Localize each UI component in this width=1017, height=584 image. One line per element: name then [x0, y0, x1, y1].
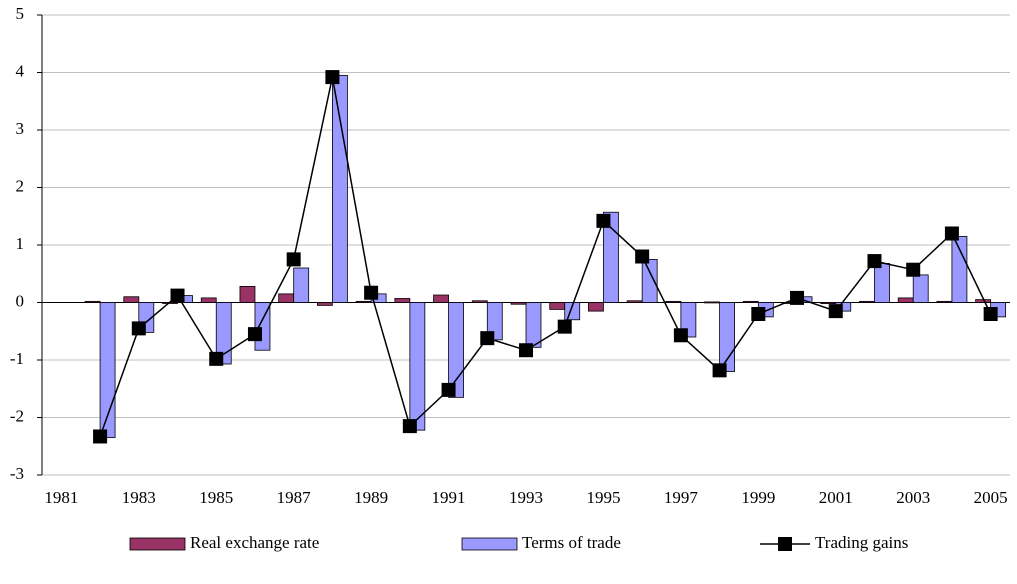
- bar: [742, 300, 759, 303]
- bar: [239, 285, 256, 303]
- bar: [200, 297, 217, 303]
- x-tick-label: 1997: [664, 488, 699, 507]
- bar: [84, 300, 101, 303]
- x-tick-label: 1991: [432, 488, 466, 507]
- marker: [983, 307, 998, 321]
- y-tick-label: 2: [16, 176, 25, 195]
- y-tick-label: -3: [10, 464, 24, 483]
- marker: [828, 304, 843, 319]
- bar: [331, 74, 348, 303]
- bar: [525, 302, 542, 348]
- y-tick-label: -2: [10, 406, 24, 425]
- marker: [673, 328, 688, 343]
- marker: [441, 382, 456, 397]
- marker: [247, 327, 262, 342]
- marker: [480, 331, 495, 346]
- bar: [588, 302, 604, 312]
- bar: [897, 297, 914, 303]
- marker: [751, 307, 766, 321]
- bar: [394, 298, 411, 303]
- marker: [209, 351, 224, 366]
- y-tick-label: -1: [10, 349, 24, 368]
- x-tick-label: 1993: [509, 488, 543, 507]
- bar: [215, 302, 232, 365]
- bar: [409, 302, 426, 431]
- x-tick-label: 1981: [44, 488, 78, 507]
- marker: [867, 254, 882, 269]
- marker: [325, 70, 340, 85]
- bar: [859, 300, 875, 303]
- marker: [170, 288, 185, 303]
- marker: [131, 321, 146, 336]
- bar: [471, 300, 488, 303]
- x-tick-label: 2005: [974, 488, 1008, 507]
- bar: [719, 302, 735, 372]
- marker: [519, 343, 533, 358]
- bar: [510, 302, 527, 305]
- y-tick-label: 3: [16, 119, 25, 138]
- legend-swatch: [129, 537, 186, 551]
- x-tick-label: 2001: [819, 488, 853, 507]
- bar: [912, 274, 929, 303]
- marker: [286, 252, 301, 267]
- legend-label: Trading gains: [815, 533, 908, 552]
- bar: [641, 258, 658, 303]
- x-tick-label: 1987: [277, 488, 312, 507]
- line: [99, 76, 992, 437]
- marker: [364, 285, 379, 300]
- bar: [278, 293, 295, 303]
- bar: [820, 302, 837, 305]
- bar: [874, 262, 890, 303]
- bar: [603, 211, 619, 303]
- marker: [402, 419, 417, 434]
- y-tick-label: 0: [16, 291, 25, 310]
- bar: [293, 267, 310, 303]
- marker: [557, 319, 572, 334]
- bar: [951, 235, 968, 303]
- y-tick-label: 4: [16, 61, 25, 80]
- y-tick-label: 5: [16, 4, 25, 23]
- marker: [635, 249, 650, 264]
- bar: [123, 296, 140, 303]
- bar: [355, 300, 372, 303]
- bar: [316, 302, 333, 306]
- bar: [704, 301, 720, 304]
- legend-swatch: [461, 537, 518, 551]
- bar: [626, 300, 643, 303]
- bar: [936, 300, 953, 303]
- bar: [665, 300, 682, 303]
- y-tick-label: 1: [16, 234, 25, 253]
- x-tick-label: 1995: [586, 488, 620, 507]
- x-tick-label: 2003: [896, 488, 930, 507]
- legend-label: Terms of trade: [522, 533, 621, 552]
- marker: [906, 262, 921, 277]
- marker: [944, 226, 959, 241]
- marker: [712, 363, 727, 378]
- legend-marker: [778, 537, 792, 551]
- bar: [433, 294, 449, 303]
- bar: [549, 302, 566, 310]
- marker: [93, 429, 108, 444]
- legend-label: Real exchange rate: [190, 533, 319, 552]
- marker: [790, 290, 805, 305]
- x-tick-label: 1985: [199, 488, 233, 507]
- marker: [596, 213, 611, 228]
- x-tick-label: 1983: [122, 488, 156, 507]
- x-tick-label: 1999: [741, 488, 775, 507]
- x-tick-label: 1989: [354, 488, 388, 507]
